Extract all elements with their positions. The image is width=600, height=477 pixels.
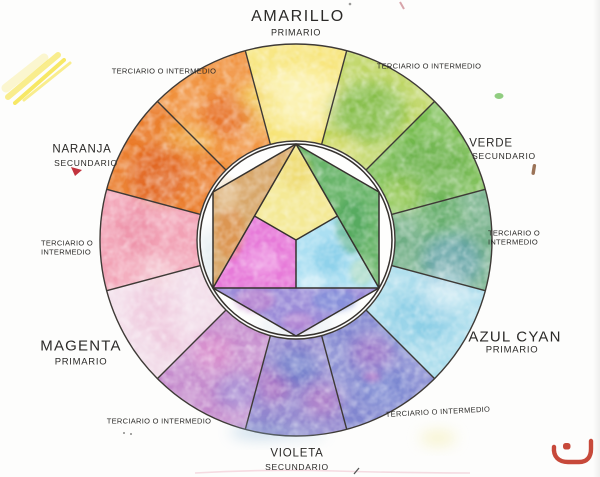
label-azul-cyan-role: PRIMARIO (485, 344, 539, 356)
label-azul-cyan: AZUL CYAN (468, 328, 562, 346)
scan-edge-shading (593, 0, 600, 477)
label-terciario-right-2: INTERMEDIO (487, 237, 539, 247)
label-violeta: VIOLETA (270, 447, 324, 460)
crayon-smudges-background (1, 1, 537, 175)
label-terciario-top-left: TERCIARIO O INTERMEDIO (111, 66, 217, 76)
crayon-smudges-foreground (71, 167, 471, 475)
logo-mark (551, 438, 594, 465)
label-naranja: NARANJA (52, 143, 112, 156)
label-violeta-role: SECUNDARIO (265, 461, 329, 472)
label-terciario-bottom-left: TERCIARIO O INTERMEDIO (106, 416, 212, 426)
label-naranja-role: SECUNDARIO (54, 157, 118, 168)
label-verde: VERDE (469, 137, 513, 150)
label-terciario-right-1: TERCIARIO O (487, 228, 541, 238)
label-magenta-role: PRIMARIO (54, 356, 108, 368)
red-arrow-mark (71, 167, 82, 176)
green-smudge (494, 93, 504, 99)
label-amarillo-role: PRIMARIO (270, 27, 322, 38)
label-terciario-left-1: TERCIARIO O (40, 238, 94, 248)
brown-mark (531, 163, 537, 175)
label-verde-role: SECUNDARIO (472, 150, 536, 161)
label-amarillo: AMARILLO (251, 8, 345, 25)
label-magenta: MAGENTA (40, 337, 122, 355)
inner-outlines (199, 143, 393, 337)
speck-top (348, 2, 352, 6)
label-terciario-top-right: TERCIARIO O INTERMEDIO (376, 61, 482, 71)
label-terciario-left-2: INTERMEDIO (40, 247, 92, 257)
